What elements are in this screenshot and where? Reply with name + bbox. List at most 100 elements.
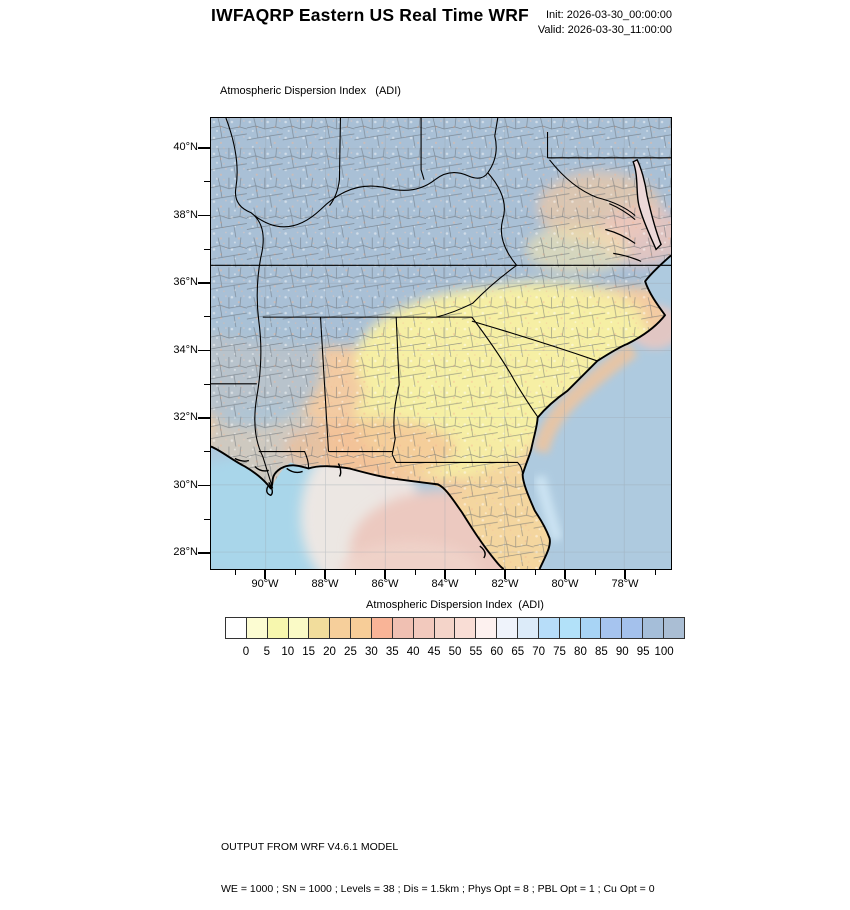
colorbar-cell	[580, 618, 602, 638]
graticule-lines	[211, 118, 671, 569]
colorbar-tick-label: 85	[594, 646, 608, 658]
lat-tick-label: 38°N	[173, 208, 198, 221]
colorbar-cell	[476, 618, 498, 638]
lon-major-tick	[624, 570, 626, 579]
colorbar-title: Atmospheric Dispersion Index (ADI)	[366, 599, 544, 611]
lat-tick-label: 40°N	[173, 141, 198, 153]
state-borders	[211, 118, 671, 489]
lat-minor-tick	[204, 383, 210, 385]
init-timestamp: Init: 2026-03-30_00:00:00	[546, 9, 672, 21]
lon-major-tick	[324, 570, 326, 579]
colorbar-tick-label: 60	[490, 646, 504, 658]
coastline	[211, 254, 671, 569]
lat-minor-tick	[204, 248, 210, 250]
lon-tick-label: 82°W	[491, 578, 519, 590]
footer-text: OUTPUT FROM WRF V4.6.1 MODEL WE = 1000 ;…	[221, 812, 655, 910]
lon-tick-label: 78°W	[611, 578, 639, 590]
colorbar-cell	[309, 618, 331, 638]
timestamp-block: Init: 2026-03-30_00:00:00 Valid: 2026-03…	[538, 8, 672, 37]
colorbar-cell	[267, 618, 289, 638]
colorbar-tick-label: 65	[511, 646, 525, 658]
lon-tick-label: 86°W	[371, 578, 399, 590]
page-title: IWFAQRP Eastern US Real Time WRF	[211, 5, 529, 25]
colorbar-cell	[246, 618, 268, 638]
colorbar-cell	[664, 618, 684, 638]
lat-major-tick	[198, 484, 210, 487]
lat-minor-tick	[204, 451, 210, 453]
colorbar-tick-label: 45	[427, 646, 441, 658]
lon-tick-label: 88°W	[311, 578, 339, 590]
lon-minor-tick	[534, 570, 536, 575]
lon-minor-tick	[234, 570, 236, 575]
colorbar-cell	[226, 618, 247, 638]
colorbar-cell	[518, 618, 539, 638]
colorbar-tick-label: 15	[302, 646, 316, 658]
lat-major-tick	[198, 349, 210, 352]
lon-major-tick	[444, 570, 446, 579]
lat-minor-tick	[204, 518, 210, 520]
colorbar-cell	[288, 618, 310, 638]
lat-major-tick	[198, 417, 210, 419]
lon-minor-tick	[414, 570, 416, 575]
lat-tick-label: 32°N	[173, 411, 198, 423]
lat-major-tick	[198, 552, 210, 554]
lat-minor-tick	[204, 316, 210, 318]
chesapeake-bay	[632, 158, 662, 251]
valid-timestamp: Valid: 2026-03-30_11:00:00	[537, 23, 672, 36]
colorbar-tick-label: 100	[654, 646, 674, 658]
lat-major-tick	[198, 282, 210, 284]
map-subtitle: Atmospheric Dispersion Index (ADI)	[220, 85, 401, 97]
colorbar-cell	[601, 618, 623, 638]
colorbar-tick-label: 35	[385, 646, 399, 658]
colorbar-cell	[434, 618, 456, 638]
colorbar-cell	[351, 618, 373, 638]
colorbar-tick-label: 50	[448, 646, 462, 658]
colorbar-tick-label: 5	[263, 646, 271, 658]
colorbar-tick-label: 20	[323, 646, 336, 658]
lon-minor-tick	[654, 570, 656, 575]
lon-tick-label: 90°W	[251, 578, 279, 590]
lat-major-tick	[198, 214, 210, 217]
map-canvas	[210, 117, 672, 570]
colorbar-cell	[413, 618, 435, 638]
colorbar-tick-label: 80	[574, 646, 587, 658]
lat-tick-label: 34°N	[173, 343, 198, 356]
colorbar-tick-label: 90	[615, 646, 629, 658]
lat-tick-label: 28°N	[173, 546, 198, 558]
lat-major-tick	[198, 147, 210, 149]
colorbar-tick-label: 55	[469, 646, 483, 658]
colorbar-cell	[455, 618, 477, 638]
lon-minor-tick	[294, 570, 296, 575]
colorbar-tick-label: 25	[344, 646, 357, 658]
footer-line-2: WE = 1000 ; SN = 1000 ; Levels = 38 ; Di…	[221, 883, 655, 895]
lon-major-tick	[504, 570, 506, 579]
colorbar-tick-label: 30	[364, 646, 378, 658]
colorbar-cell	[497, 618, 519, 638]
coastal-rivers	[605, 203, 642, 262]
lat-minor-tick	[204, 181, 210, 183]
colorbar-cell	[622, 618, 644, 638]
adi-map	[211, 118, 671, 569]
colorbar-tick-label: 75	[553, 646, 566, 658]
colorbar-cell	[538, 618, 560, 638]
lon-tick-label: 80°W	[551, 578, 579, 590]
colorbar-cell	[643, 618, 665, 638]
colorbar-tick-label: 0	[242, 646, 250, 658]
lon-major-tick	[264, 570, 266, 579]
lon-minor-tick	[474, 570, 476, 575]
colorbar-cell	[559, 618, 581, 638]
lon-tick-label: 84°W	[431, 578, 459, 590]
colorbar-tick-label: 10	[281, 646, 295, 658]
colorbar-tick-label: 95	[636, 646, 650, 658]
footer-line-1: OUTPUT FROM WRF V4.6.1 MODEL	[221, 841, 399, 853]
lon-minor-tick	[354, 570, 356, 575]
colorbar-cell	[372, 618, 393, 638]
colorbar-tick-label: 70	[532, 646, 546, 658]
lat-tick-label: 30°N	[173, 478, 198, 491]
lat-tick-label: 36°N	[173, 276, 198, 288]
colorbar-tick-label: 40	[406, 646, 420, 658]
colorbar-cell	[330, 618, 352, 638]
colorbar-cell	[392, 618, 414, 638]
lon-major-tick	[384, 570, 386, 579]
lon-major-tick	[564, 570, 566, 579]
